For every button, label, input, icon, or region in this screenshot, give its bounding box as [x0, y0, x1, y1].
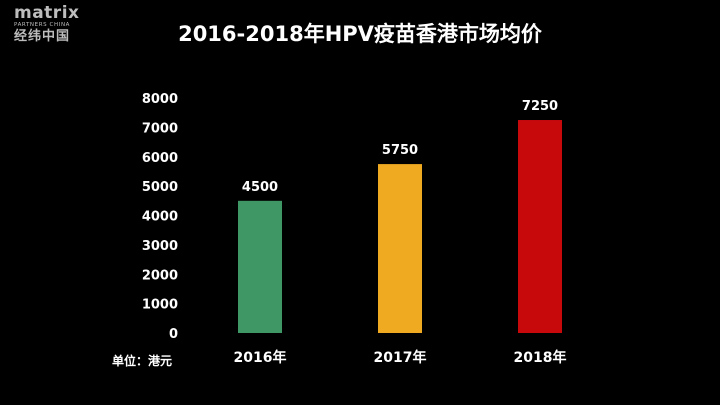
- bar-2: [378, 164, 422, 333]
- unit-label: 单位：港元: [112, 354, 173, 368]
- category-label-1: 2016年: [234, 349, 287, 366]
- logo-cn: 经纬中国: [14, 29, 71, 44]
- y-tick-label: 8000: [142, 92, 178, 107]
- data-label-2: 5750: [382, 143, 418, 158]
- category-label-3: 2018年: [514, 349, 567, 366]
- y-tick-label: 3000: [142, 239, 178, 254]
- logo-brand: matrix: [14, 3, 80, 23]
- logo: matrix PARTNERS CHINA 经纬中国: [14, 4, 94, 45]
- y-tick-label: 5000: [142, 180, 178, 195]
- y-tick-label: 0: [169, 327, 178, 342]
- data-label-1: 4500: [242, 180, 278, 195]
- y-tick-label: 4000: [142, 210, 178, 225]
- category-label-2: 2017年: [374, 349, 427, 366]
- bar-1: [238, 200, 282, 333]
- y-tick-label: 7000: [142, 121, 178, 136]
- y-tick-label: 2000: [142, 268, 178, 283]
- bar-3: [518, 120, 562, 333]
- y-tick-label: 6000: [142, 151, 178, 166]
- logo-sub: PARTNERS CHINA: [14, 22, 71, 28]
- y-tick-label: 1000: [142, 298, 178, 313]
- data-label-3: 7250: [522, 99, 558, 114]
- chart-title: 2016-2018年HPV疫苗香港市场均价: [178, 22, 542, 46]
